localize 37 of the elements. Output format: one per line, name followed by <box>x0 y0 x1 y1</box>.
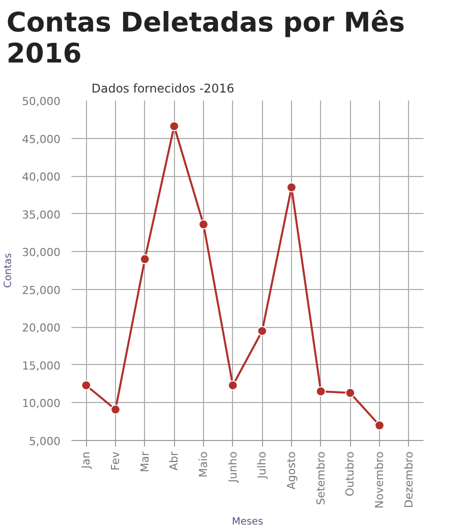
point <box>81 380 92 390</box>
point <box>316 386 326 396</box>
x-tick-label: Julho <box>256 451 269 480</box>
y-tick-label: 10,000 <box>22 397 61 410</box>
x-tick-label: Abr <box>168 451 181 471</box>
point <box>257 326 268 336</box>
y-tick-label: 5,000 <box>29 435 61 448</box>
point <box>110 404 120 415</box>
x-tick-label: Setembro <box>314 451 328 506</box>
point <box>140 254 150 264</box>
x-tick-label: Jan <box>80 451 93 470</box>
y-tick-label: 40,000 <box>22 170 61 184</box>
x-tick-label: Outubro <box>344 451 357 496</box>
point <box>198 219 208 230</box>
x-tick-label: Fev <box>109 451 122 471</box>
y-tick-label: 15,000 <box>22 359 61 372</box>
y-tick-label: 50,000 <box>22 95 61 108</box>
point <box>345 388 356 398</box>
y-tick-label: 30,000 <box>22 246 61 260</box>
y-tick-label: 35,000 <box>22 208 61 222</box>
point <box>286 182 296 192</box>
chart-subtitle: Dados fornecidos -2016 <box>92 82 234 96</box>
x-tick-label: Agosto <box>285 451 298 490</box>
x-tick-label: Junho <box>226 451 240 484</box>
chart-title: Contas Deletadas por Mês 2016 <box>6 8 405 70</box>
x-tick-label: Maio <box>197 451 210 478</box>
x-tick-label: Novembro <box>373 451 386 508</box>
point <box>374 420 384 430</box>
point <box>228 380 238 390</box>
point <box>169 121 180 132</box>
y-tick-label: 45,000 <box>22 132 61 146</box>
x-tick-label: Mar <box>138 451 152 472</box>
y-tick-label: 20,000 <box>22 322 61 335</box>
x-tick-label: Dezembro <box>402 451 416 508</box>
y-axis-title: Contas <box>3 253 14 288</box>
x-axis-title: Meses <box>232 516 264 528</box>
y-tick-label: 25,000 <box>22 284 61 297</box>
